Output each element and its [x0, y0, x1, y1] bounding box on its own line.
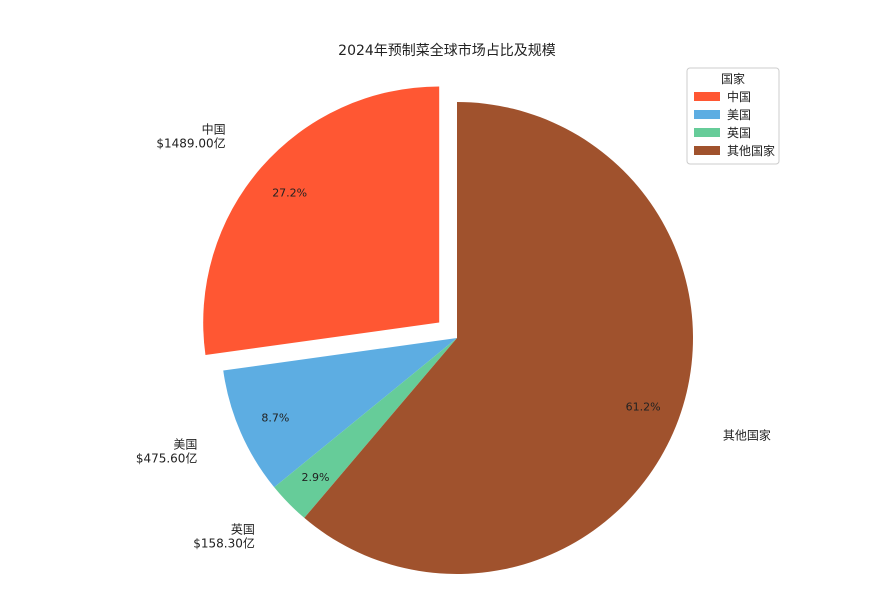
legend-swatch — [694, 128, 720, 137]
percent-label: 8.7% — [261, 411, 289, 424]
pie-slice-2 — [274, 338, 457, 518]
legend-entry: 英国 — [727, 126, 751, 140]
slice-name-label: 其他国家 — [723, 428, 771, 443]
pie-slice-0 — [203, 86, 440, 356]
chart-title: 2024年预制菜全球市场占比及规模 — [338, 42, 556, 59]
pie-slice-1 — [223, 338, 457, 488]
legend-entry: 中国 — [727, 89, 751, 104]
slice-name-label: 中国 — [202, 122, 226, 137]
pie-slice-3 — [304, 102, 693, 574]
legend-entry: 美国 — [727, 108, 751, 122]
legend-entry: 其他国家 — [727, 143, 775, 158]
percent-label: 27.2% — [272, 186, 307, 199]
legend-swatch — [694, 110, 720, 119]
legend-swatch — [694, 146, 720, 155]
slice-name-label: 英国 — [231, 522, 255, 536]
slice-value-label: $158.30亿 — [193, 535, 255, 550]
percent-label: 2.9% — [302, 471, 330, 484]
legend-title: 国家 — [721, 71, 745, 86]
percent-label: 61.2% — [626, 400, 661, 413]
slice-value-label: $475.60亿 — [136, 450, 198, 465]
slice-name-label: 美国 — [173, 437, 197, 451]
slice-value-label: $1489.00亿 — [156, 136, 225, 151]
legend-swatch — [694, 92, 720, 101]
